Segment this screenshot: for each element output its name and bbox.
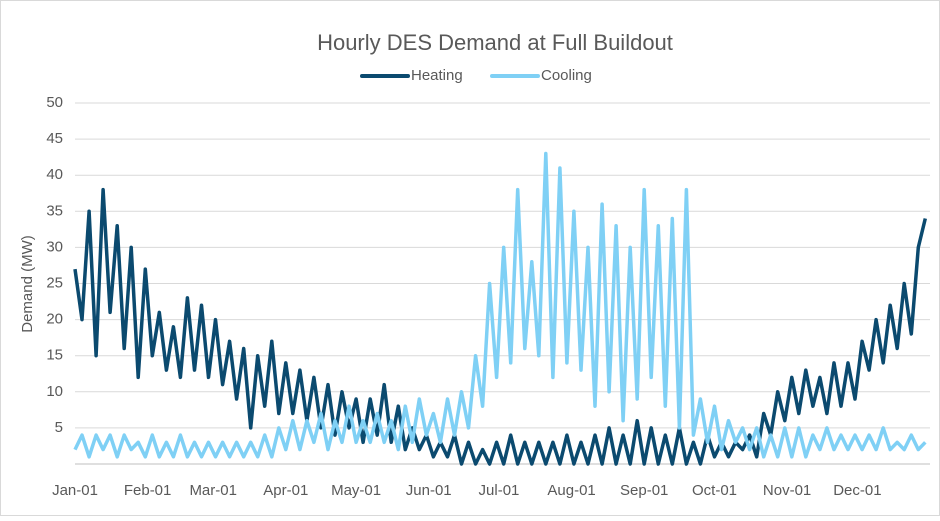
y-tick-label: 30 [46,238,63,255]
x-tick-label: Nov-01 [763,482,811,499]
y-tick-label: 20 [46,311,63,328]
series-line [73,187,928,466]
y-tick-label: 25 [46,274,63,291]
y-axis-label: Demand (MW) [19,235,36,333]
y-tick-label: 40 [46,166,63,183]
series-line [73,151,927,459]
legend-label: Heating [411,67,463,84]
y-tick-label: 10 [46,383,63,400]
y-tick-label: 35 [46,202,63,219]
x-tick-label: Sep-01 [620,482,668,499]
x-tick-label: Jan-01 [52,482,98,499]
x-tick-label: Dec-01 [833,482,881,499]
x-tick-label: Oct-01 [692,482,737,499]
y-tick-label: 50 [46,94,63,111]
x-tick-label: Mar-01 [189,482,237,499]
x-tick-label: May-01 [331,482,381,499]
y-tick-label: 15 [46,347,63,364]
legend-label: Cooling [541,67,592,84]
x-tick-label: Aug-01 [547,482,595,499]
x-tick-label: Jun-01 [406,482,452,499]
y-tick-label: 45 [46,130,63,147]
chart-title: Hourly DES Demand at Full Buildout [317,30,673,55]
x-tick-label: Jul-01 [479,482,520,499]
y-tick-label: 5 [55,419,63,436]
x-tick-label: Apr-01 [263,482,308,499]
x-tick-label: Feb-01 [124,482,172,499]
